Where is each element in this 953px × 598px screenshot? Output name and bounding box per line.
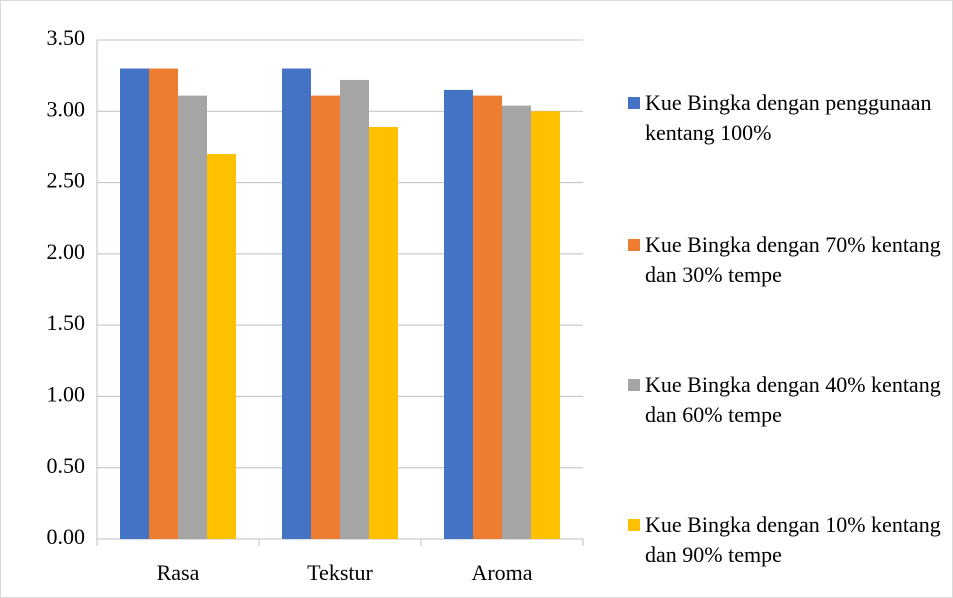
bar: [207, 154, 236, 540]
y-tick-label: 0.50: [47, 453, 86, 478]
bar: [531, 111, 560, 540]
y-tick-label: 3.00: [47, 96, 86, 121]
y-tick-label: 3.50: [47, 25, 86, 50]
bar: [311, 95, 340, 540]
bar: [369, 126, 398, 540]
legend-swatch: [628, 379, 640, 391]
y-tick-label: 0.00: [47, 524, 86, 549]
bar: [178, 95, 207, 540]
y-tick-label: 1.00: [47, 381, 86, 406]
bar: [120, 68, 149, 539]
bar: [502, 105, 531, 539]
bar: [444, 89, 473, 540]
legend-label: Kue Bingka dengan 10% kentang dan 90% te…: [645, 512, 941, 567]
legend-label: Kue Bingka dengan 70% kentang dan 30% te…: [645, 232, 941, 287]
legend-swatch: [628, 519, 640, 531]
legend-swatch: [628, 239, 640, 251]
x-tick-label: Rasa: [157, 560, 200, 585]
legend-label: Kue Bingka dengan penggunaan kentang 100…: [645, 90, 932, 145]
y-tick-label: 1.50: [47, 310, 86, 335]
legend-swatch: [628, 97, 640, 109]
y-tick-label: 2.50: [47, 168, 86, 193]
legend-label: Kue Bingka dengan 40% kentang dan 60% te…: [645, 372, 941, 427]
bar: [282, 68, 311, 539]
bar: [340, 79, 369, 540]
x-tick-label: Aroma: [471, 560, 532, 585]
y-tick-label: 2.00: [47, 239, 86, 264]
bar: [473, 95, 502, 540]
bar: [149, 68, 178, 539]
x-tick-label: Tekstur: [307, 560, 373, 585]
